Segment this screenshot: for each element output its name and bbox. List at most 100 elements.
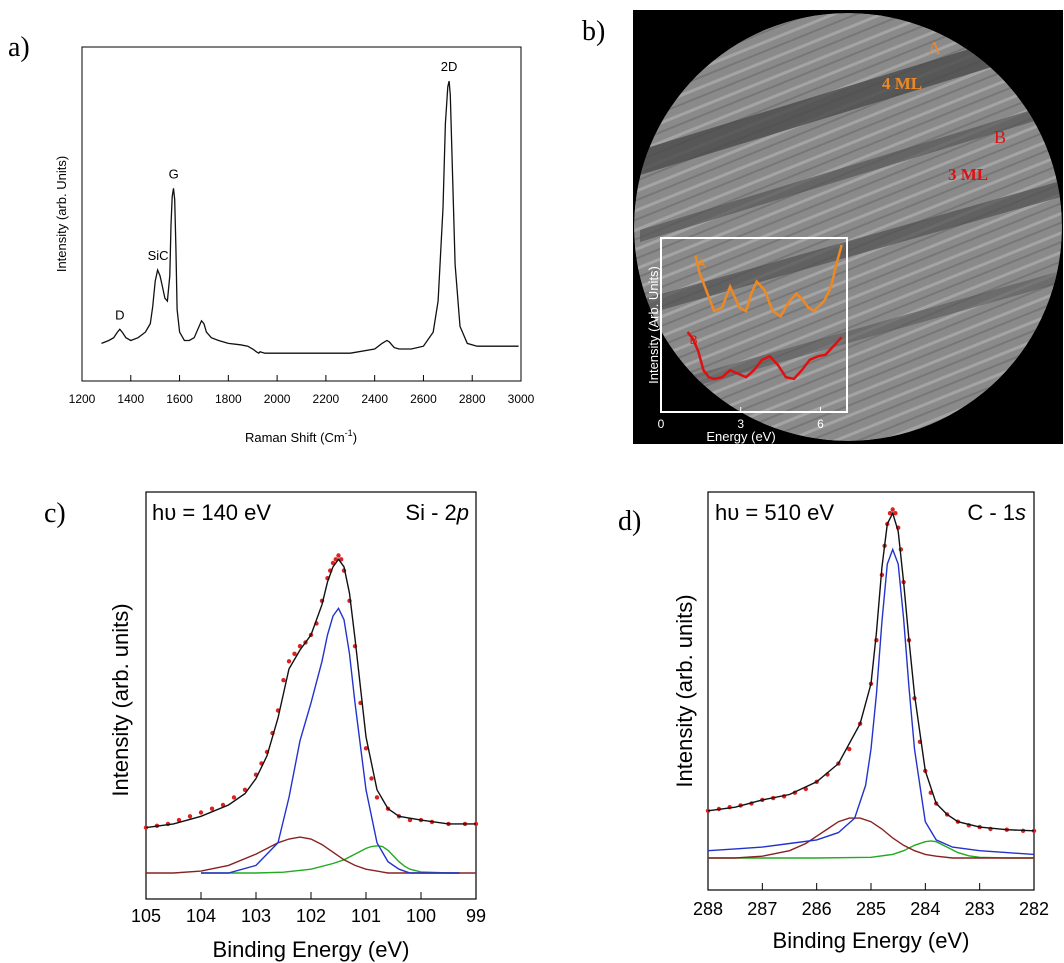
si2p-data-point [198, 810, 204, 815]
leem-inset-series-label: B [690, 333, 698, 347]
si2p-data-point [209, 806, 215, 811]
c1s-data-point [890, 507, 895, 512]
c1s-x-tick-label: 286 [802, 899, 832, 919]
c1s-x-tick-label: 284 [910, 899, 940, 919]
c1s-x-axis-label: Binding Energy (eV) [773, 928, 970, 953]
si2p-data-point [281, 678, 286, 683]
si2p-data-point [176, 817, 182, 823]
si2p-x-axis-label: Binding Energy (eV) [213, 937, 410, 962]
raman-x-tick-label: 2200 [313, 392, 340, 406]
raman-x-tick-label: 1800 [215, 392, 242, 406]
raman-spectrum-line [101, 80, 519, 355]
si2p-plot-frame [145, 491, 477, 900]
raman-plot-frame [81, 46, 522, 382]
si2p-x-tick-label: 102 [296, 906, 326, 926]
si2p-fit-line [145, 558, 476, 829]
si2p-data-point [363, 746, 369, 751]
si2p-data-point [286, 659, 292, 664]
c1s-x-tick-label: 285 [856, 899, 886, 919]
si2p-x-tick-label: 101 [351, 906, 381, 926]
leem-inset-curve-b [686, 331, 843, 381]
leem-region-labels: A 4 ML B 3 ML [882, 38, 1006, 184]
raman-x-axis: 1200 1400 1600 1800 2000 2200 2400 2600 2800 3000 [69, 375, 535, 406]
leem-region-label: B [994, 127, 1006, 147]
leem-x-tick-label: 6 [817, 417, 824, 431]
si2p-data-point [330, 560, 336, 566]
si2p-x-tick-label: 104 [186, 906, 216, 926]
si2p-data-point [336, 553, 341, 558]
c1s-x-tick-label: 288 [693, 899, 723, 919]
raman-x-tick-label: 2400 [361, 392, 388, 406]
si2p-x-tick-label: 100 [406, 906, 436, 926]
raman-x-tick-label: 3000 [508, 392, 535, 406]
leem-inset-curve-a [694, 244, 843, 319]
leem-inset-frame [660, 237, 848, 413]
c1s-x-tick-label: 282 [1019, 899, 1049, 919]
c1s-data-point [887, 511, 893, 516]
c1s-x-axis: 288 287 286 285 284 283 282 [693, 883, 1049, 919]
c1s-curves [705, 507, 1037, 859]
si2p-comp-3-line [201, 845, 460, 874]
leem-image [634, 13, 1062, 441]
leem-region-label: A [928, 38, 941, 58]
raman-x-axis-label: Raman Shift (Cm-1) [245, 428, 357, 445]
c1s-comp-3-line [708, 840, 1034, 859]
leem-inset-x-axis: 0 3 6 [658, 407, 824, 431]
si2p-comp-1-line [201, 607, 460, 874]
c1s-photon-energy: hυ = 510 eV [715, 500, 834, 525]
raman-y-axis-label: Intensity (arb. Units) [54, 156, 69, 272]
si2p-data-point [187, 814, 193, 819]
c1s-data-point [847, 746, 852, 752]
raman-peak-label: G [169, 166, 179, 181]
raman-x-tick-label: 2800 [459, 392, 486, 406]
c1s-core-level: C - 1s [967, 500, 1026, 525]
c1s-plot-frame [707, 491, 1035, 891]
leem-inset-x-axis-label: Energy (eV) [706, 429, 775, 444]
si2p-data-point [369, 776, 374, 781]
c1s-comp-2-line [708, 817, 1034, 859]
raman-chart: 1200 1400 1600 1800 2000 2200 2400 2600 2800 3000… [54, 46, 535, 445]
c1s-x-tick-label: 287 [747, 899, 777, 919]
raman-x-tick-label: 2600 [410, 392, 437, 406]
si2p-core-level: Si - 2p [405, 500, 469, 525]
c1s-y-axis-label: Intensity (arb. units) [672, 594, 697, 787]
raman-x-tick-label: 2000 [264, 392, 291, 406]
leem-inset-y-axis-label: Intensity (Arb. Units) [646, 266, 661, 384]
raman-peak-label: SiC [148, 248, 169, 263]
c1s-x-tick-label: 283 [965, 899, 995, 919]
panel-label-b: b) [582, 16, 605, 47]
raman-peak-labels: D SiC G 2D [115, 59, 457, 322]
raman-peak-label: 2D [441, 59, 458, 74]
panel-label-c: c) [44, 498, 66, 529]
si2p-data-point [297, 644, 303, 649]
si2p-x-axis: 105 104 103 102 101 100 99 [131, 892, 486, 926]
si2p-data-point [242, 787, 248, 792]
panel-label-d: d) [618, 506, 641, 537]
raman-x-tick-label: 1200 [69, 392, 96, 406]
raman-x-tick-label: 1400 [117, 392, 144, 406]
c1s-chart: 288 287 286 285 284 283 282 hυ = 510 eV C - 1s… [672, 491, 1049, 953]
si2p-comp-2-line [146, 836, 476, 874]
raman-peak-label: D [115, 307, 124, 322]
c1s-fit-line [707, 511, 1035, 832]
si2p-x-tick-label: 99 [466, 906, 486, 926]
si2p-photon-energy: hυ = 140 eV [152, 500, 271, 525]
leem-x-tick-label: 0 [658, 417, 665, 431]
leem-region-label: 3 ML [948, 165, 988, 184]
si2p-data-point [292, 651, 297, 656]
si2p-data-point [231, 795, 237, 800]
si2p-data-point [374, 795, 380, 800]
panel-label-a: a) [8, 32, 30, 63]
c1s-data-point [893, 511, 898, 516]
leem-x-tick-label: 3 [737, 417, 744, 431]
leem-inset-curves: AB [686, 244, 843, 381]
si2p-x-tick-label: 103 [241, 906, 271, 926]
c1s-comp-1-line [707, 547, 1035, 856]
si2p-curves [143, 553, 479, 874]
leem-region-label: 4 ML [882, 74, 922, 93]
leem-inset-series-label: A [698, 256, 706, 270]
si2p-y-axis-label: Intensity (arb. units) [108, 603, 133, 796]
si2p-x-tick-label: 105 [131, 906, 161, 926]
